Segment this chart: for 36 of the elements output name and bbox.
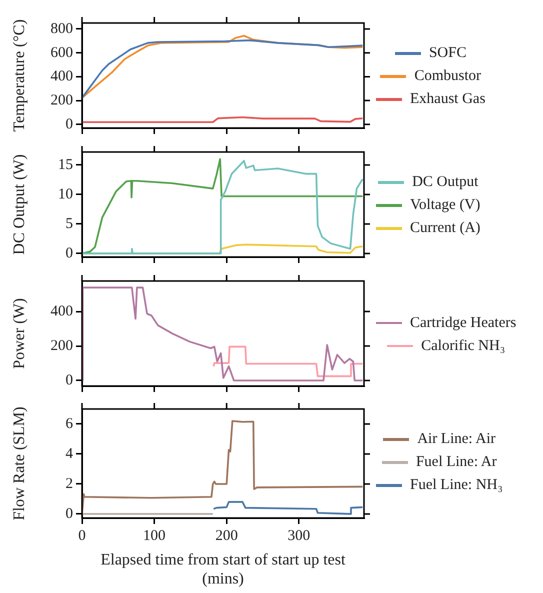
y-axis-title: Power (W): [10, 298, 28, 369]
y-tick-label: 5: [66, 216, 73, 232]
legend-label: SOFC: [428, 45, 466, 62]
legend-label: Air Line: Air: [417, 431, 496, 448]
y-tick-label: 0: [66, 245, 73, 262]
y-tick-label: 800: [50, 20, 73, 37]
y-axis-title: Temperature (°C): [10, 19, 28, 132]
y-tick-label: 200: [50, 92, 73, 108]
legend-label: Voltage (V): [410, 197, 480, 214]
y-tick-label: 0: [66, 372, 73, 388]
y-tick-label: 0: [66, 116, 73, 132]
legend-label: Fuel Line: NH₃: [410, 477, 503, 494]
y-tick-label: 4: [66, 446, 74, 462]
legend-label: Calorific NH₃: [421, 338, 506, 354]
y-tick-label: 10: [58, 186, 73, 202]
legend-label: Fuel Line: Ar: [416, 454, 497, 471]
x-tick-label: 300: [288, 528, 310, 544]
x-tick-label: 100: [143, 528, 166, 544]
y-tick-label: 6: [66, 416, 74, 432]
y-tick-label: 200: [50, 338, 73, 354]
y-tick-label: 2: [66, 476, 73, 492]
x-axis-title: Elapsed time from start of start up test (mins): [100, 551, 346, 588]
y-tick-label: 15: [58, 156, 73, 173]
x-tick-label: 0: [78, 528, 86, 544]
y-tick-label: 400: [50, 68, 73, 85]
y-axis-title: Flow Rate (SLM): [10, 406, 28, 520]
legend-label: Combustor: [414, 68, 482, 85]
legend-label: Current (A): [410, 220, 480, 237]
y-tick-label: 0: [66, 506, 73, 522]
y-tick-label: 600: [50, 44, 73, 61]
y-tick-label: 400: [50, 303, 73, 320]
x-tick-label: 200: [215, 528, 238, 544]
legend-label: DC Output: [412, 174, 478, 191]
legend-label: Exhaust Gas: [410, 91, 486, 108]
legend-label: Cartridge Heaters: [410, 314, 516, 332]
y-axis-title: DC Output (W): [10, 154, 28, 255]
